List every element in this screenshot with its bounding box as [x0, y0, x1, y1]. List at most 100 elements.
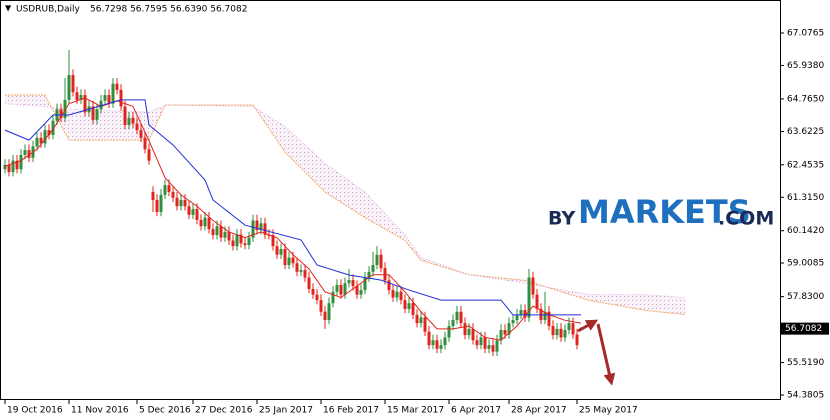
candle-body [447, 326, 451, 338]
candle-body [371, 264, 375, 272]
candle-body [295, 263, 299, 272]
last-price-label: 56.7082 [785, 324, 822, 334]
candle-body [227, 231, 231, 241]
watermark-suffix: .COM [718, 208, 774, 230]
candle-body [99, 100, 103, 110]
x-tick-label: 19 Oct 2016 [7, 406, 63, 416]
candle-body [415, 314, 419, 324]
candle-body [471, 328, 475, 341]
candle-body [47, 130, 51, 135]
annotation-arrow [577, 319, 599, 333]
candle-body [435, 340, 439, 349]
candle-body [255, 220, 259, 231]
candle-body [67, 75, 71, 100]
candle-body [183, 199, 187, 207]
candle-body [307, 277, 311, 289]
cloud-fill [5, 95, 685, 315]
y-tick-label: 61.3150 [787, 193, 824, 203]
candle-body [179, 199, 183, 207]
candle-body [291, 257, 295, 264]
candle-body [299, 270, 303, 272]
menu-triangle[interactable]: ▼ [5, 4, 12, 13]
candle-body [3, 164, 7, 170]
y-tick-label: 64.7650 [787, 94, 824, 104]
x-tick-label: 27 Dec 2016 [195, 406, 253, 416]
candle-body [91, 106, 95, 120]
x-tick-label: 28 Apr 2017 [511, 406, 567, 416]
candle-body [127, 117, 131, 125]
candle-body [419, 317, 423, 324]
candle-body [547, 311, 551, 327]
candle-body [315, 294, 319, 301]
ohlc-text: 56.7298 56.7595 56.6390 56.7082 [90, 5, 247, 15]
candle-body [335, 284, 339, 292]
candle-body [131, 117, 135, 124]
y-tick-label: 54.3805 [787, 390, 824, 400]
candle-body [135, 123, 139, 131]
candle-body [7, 164, 11, 173]
candle-body [175, 197, 179, 207]
candle-body [443, 337, 447, 346]
candle-body [63, 99, 67, 118]
candle-body [207, 217, 211, 230]
candle-body [27, 150, 31, 158]
candle-body [519, 310, 523, 315]
candle-body [23, 150, 27, 155]
candle-body [191, 209, 195, 215]
candle-body [355, 286, 359, 295]
candle-body [411, 303, 415, 315]
cloud-tint [5, 95, 685, 315]
candle-body [467, 328, 471, 336]
candle-body [203, 217, 207, 227]
candle-body [287, 257, 291, 265]
candle-body [119, 89, 123, 107]
candle-body [243, 243, 247, 246]
candle-body [35, 137, 39, 147]
candle-body [187, 206, 191, 215]
candle-body [275, 246, 279, 255]
candle-body [239, 234, 243, 244]
candle-body [71, 75, 75, 93]
candle-body [323, 311, 327, 321]
candle-body [495, 340, 499, 352]
x-tick-label: 25 May 2017 [579, 406, 638, 416]
watermark: BY MARKETS .COM [548, 193, 774, 231]
candle-body [363, 277, 367, 291]
candle-body [531, 277, 535, 295]
candle-body [395, 291, 399, 298]
candle-body [567, 323, 571, 331]
candle-body [491, 345, 495, 352]
candle-body [451, 320, 455, 327]
candle-body [151, 192, 155, 200]
candle-body [271, 235, 275, 247]
candle-body [223, 231, 227, 238]
candle-body [559, 328, 563, 338]
candle-body [479, 337, 483, 346]
span-a [5, 94, 686, 316]
candle-body [359, 290, 363, 295]
candle-body [103, 95, 107, 101]
candle-body [515, 314, 519, 321]
candle-body [499, 330, 503, 341]
candle-body [347, 280, 351, 284]
candle-body [303, 270, 307, 278]
candle-body [51, 120, 55, 135]
candle-body [75, 92, 79, 100]
y-tick-label: 57.8300 [787, 292, 824, 302]
candle-body [235, 234, 239, 247]
candle-body [387, 280, 391, 291]
candle-body [167, 185, 171, 193]
candle-body [39, 137, 43, 144]
candle-body [147, 149, 151, 161]
candle-body [439, 345, 443, 349]
candle-body [15, 160, 19, 170]
y-tick-label: 60.1420 [787, 226, 824, 236]
candle-body [319, 300, 323, 312]
span-b [4, 103, 686, 298]
candle-body [575, 334, 579, 346]
candle-body [511, 320, 515, 324]
candle-body [339, 284, 343, 295]
candle-body [195, 209, 199, 220]
cloud-layer [4, 94, 686, 316]
